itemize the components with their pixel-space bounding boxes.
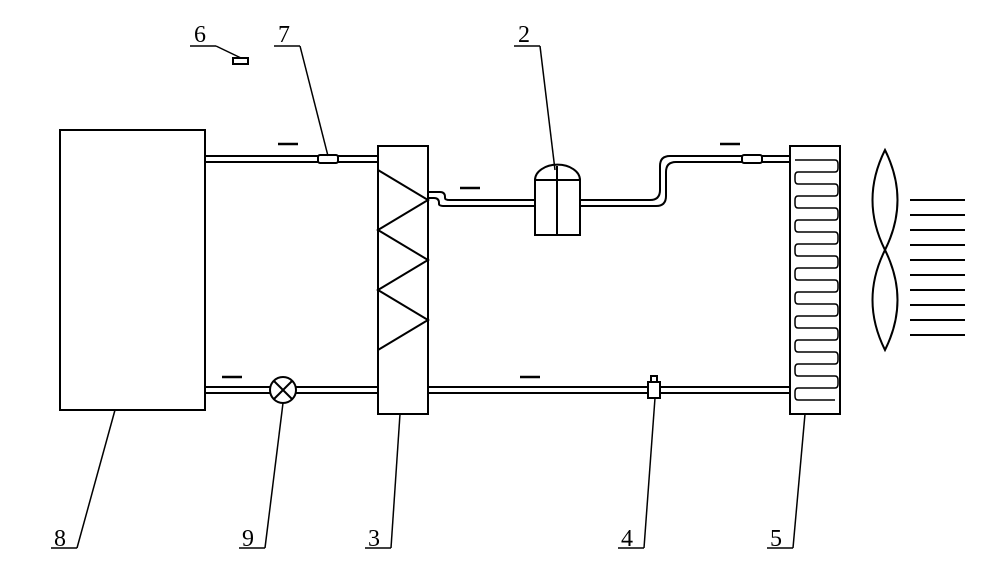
component-compressor [535,165,580,235]
heat-exchanger-zigzag [378,170,428,350]
label-7: 7 [278,22,290,48]
component-sensor-6 [233,58,248,64]
air-flow-lines [910,200,965,335]
pipe-hx-to-compressor [428,192,535,206]
component-fan [873,150,898,350]
coil-serpentine [795,160,838,400]
label-3: 3 [368,526,380,552]
label-5: 5 [770,526,782,552]
label-6: 6 [194,22,206,48]
component-sensor-7 [318,155,338,163]
label-9: 9 [242,526,254,552]
component-heat-exchanger [378,146,428,414]
component-filter [648,376,660,398]
component-box8 [60,130,205,410]
component-expansion-valve [270,377,296,403]
pipe-lower-right [428,387,790,393]
flow-arrows [222,144,740,377]
component-sensor-right [742,155,762,163]
label-8: 8 [54,526,66,552]
label-2: 2 [518,22,530,48]
label-4: 4 [621,526,633,552]
pipe-upper-left [205,156,378,162]
system-diagram: 6 7 2 8 9 3 4 5 [0,0,1000,582]
